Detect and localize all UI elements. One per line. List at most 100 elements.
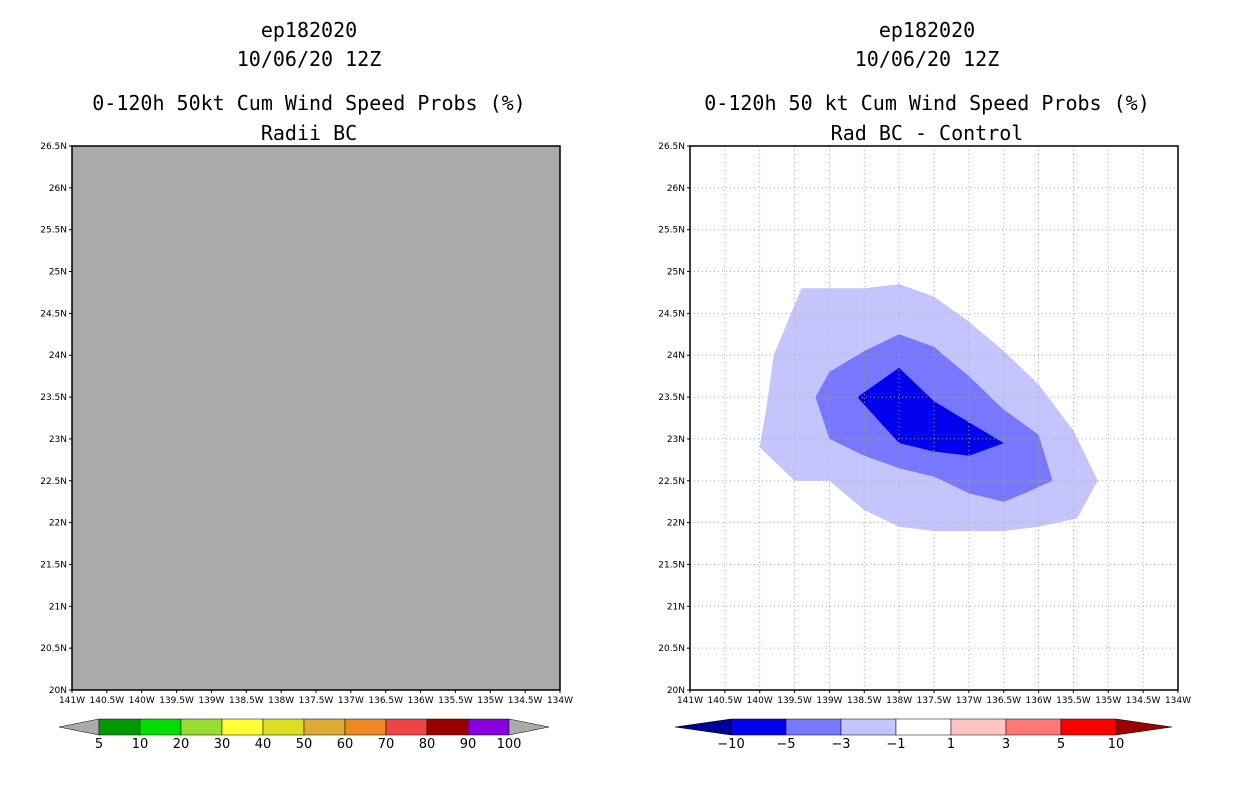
left-chart-subtitle: Radii BC [260, 121, 358, 145]
y-tick-label: 21.5N [40, 560, 67, 570]
colorbar-swatch-9 [467, 718, 510, 736]
colorbar-label: 60 [337, 737, 354, 752]
y-tick-label: 21N [49, 602, 67, 612]
x-tick-label: 141W [677, 696, 703, 706]
x-tick-label: 141W [59, 696, 85, 706]
y-tick-label: 20.5N [40, 644, 67, 654]
x-tick-label: 138.5W [847, 696, 882, 706]
x-tick-label: 140W [129, 696, 155, 706]
right-chart-panel: ep182020 10/06/20 12Z 0-120h 50 kt Cum W… [618, 0, 1236, 800]
y-tick-label: 26N [667, 184, 685, 194]
x-tick-label: 138.5W [229, 696, 264, 706]
colorbar-swatch-0 [730, 718, 787, 736]
y-tick-label: 23N [667, 435, 685, 445]
x-tick-label: 138W [268, 696, 294, 706]
x-tick-label: 139W [816, 696, 842, 706]
left-storm-id: ep182020 [260, 18, 358, 42]
contour-region-2 [857, 367, 1004, 456]
colorbar-swatch-2 [840, 718, 897, 736]
colorbar-label: −3 [831, 737, 850, 752]
colorbar-low-arrow [674, 718, 732, 736]
colorbar-swatch-6 [344, 718, 387, 736]
y-tick-label: 25.5N [658, 226, 685, 236]
y-tick-label: 20N [49, 686, 67, 696]
y-tick-label: 24N [49, 351, 67, 361]
colorbar-label: 70 [378, 737, 395, 752]
colorbar-high-arrow [1115, 718, 1173, 736]
x-tick-label: 136.5W [986, 696, 1021, 706]
y-tick-label: 20N [667, 686, 685, 696]
colorbar-swatch-0 [98, 718, 141, 736]
y-tick-label: 20.5N [658, 644, 685, 654]
colorbar-label: 80 [419, 737, 436, 752]
x-tick-label: 137W [956, 696, 982, 706]
y-tick-label: 25.5N [40, 226, 67, 236]
colorbar-swatch-4 [950, 718, 1007, 736]
right-storm-id: ep182020 [878, 18, 976, 42]
x-tick-label: 136W [408, 696, 434, 706]
right-chart-title: 0-120h 50 kt Cum Wind Speed Probs (%) [704, 91, 1150, 115]
y-tick-label: 22N [49, 519, 67, 529]
colorbar: −10 −5 −3 −1 1 3 5 10 [674, 718, 1173, 752]
x-tick-label: 140.5W [90, 696, 125, 706]
colorbar-swatch-8 [426, 718, 469, 736]
y-tick-label: 21.5N [658, 560, 685, 570]
x-tick-label: 139.5W [159, 696, 194, 706]
x-tick-label: 137.5W [299, 696, 334, 706]
right-chart-subtitle: Rad BC - Control [830, 121, 1024, 145]
y-tick-label: 22N [667, 519, 685, 529]
y-tick-label: 25N [49, 268, 67, 278]
x-tick-label: 139.5W [777, 696, 812, 706]
left-chart-svg: 141W 140.5W 140W 139.5W 139W 138.5W 138W 137.5W… [40, 142, 573, 752]
x-tick-label: 140W [747, 696, 773, 706]
colorbar-swatch-3 [221, 718, 264, 736]
x-tick-label: 135.5W [1056, 696, 1091, 706]
colorbar-high-arrow [508, 718, 550, 736]
y-tick-label: 22.5N [40, 477, 67, 487]
colorbar-label: −5 [776, 737, 795, 752]
colorbar-swatch-6 [1060, 718, 1117, 736]
colorbar-label: 20 [173, 737, 190, 752]
right-chart-svg: 141W 140.5W 140W 139.5W 139W 138.5W 138W 137.5W… [658, 142, 1191, 752]
y-tick-label: 21N [667, 602, 685, 612]
x-tick-label: 137W [338, 696, 364, 706]
colorbar-swatch-5 [1005, 718, 1062, 736]
colorbar-swatch-7 [385, 718, 428, 736]
x-tick-label: 136.5W [368, 696, 403, 706]
colorbar-label: 90 [460, 737, 477, 752]
x-tick-label: 138W [886, 696, 912, 706]
colorbar-label: 3 [1002, 737, 1010, 752]
y-tick-label: 22.5N [658, 477, 685, 487]
colorbar-label: 1 [947, 737, 955, 752]
y-tick-label: 25N [667, 268, 685, 278]
colorbar-label: 10 [1108, 737, 1125, 752]
x-tick-label: 139W [198, 696, 224, 706]
x-tick-label: 134.5W [1126, 696, 1161, 706]
x-tick-label: 140.5W [708, 696, 743, 706]
x-tick-label: 134W [547, 696, 573, 706]
left-date: 10/06/20 12Z [236, 47, 382, 71]
colorbar-label: −10 [717, 737, 744, 752]
colorbar-label: 5 [1057, 737, 1065, 752]
colorbar-label: 100 [497, 737, 522, 752]
left-chart-panel: ep182020 10/06/20 12Z 0-120h 50kt Cum Wi… [40, 18, 573, 752]
colorbar-swatch-3 [895, 718, 952, 736]
colorbar: 5 10 20 30 40 50 60 70 80 90 100 [58, 718, 550, 752]
colorbar-swatch-4 [262, 718, 305, 736]
colorbar-label: 30 [214, 737, 231, 752]
x-tick-label: 134W [1165, 696, 1191, 706]
right-date: 10/06/20 12Z [854, 47, 1000, 71]
y-tick-label: 23.5N [40, 393, 67, 403]
colorbar-label: 50 [296, 737, 313, 752]
y-tick-label: 26.5N [658, 142, 685, 152]
y-tick-label: 24.5N [40, 309, 67, 319]
x-tick-label: 136W [1026, 696, 1052, 706]
colorbar-swatch-2 [180, 718, 223, 736]
colorbar-label: −1 [886, 737, 905, 752]
x-tick-label: 135W [477, 696, 503, 706]
colorbar-label: 10 [132, 737, 149, 752]
colorbar-swatch-1 [785, 718, 842, 736]
colorbar-swatch-1 [139, 718, 182, 736]
colorbar-low-arrow [58, 718, 100, 736]
probability-field [72, 146, 560, 690]
